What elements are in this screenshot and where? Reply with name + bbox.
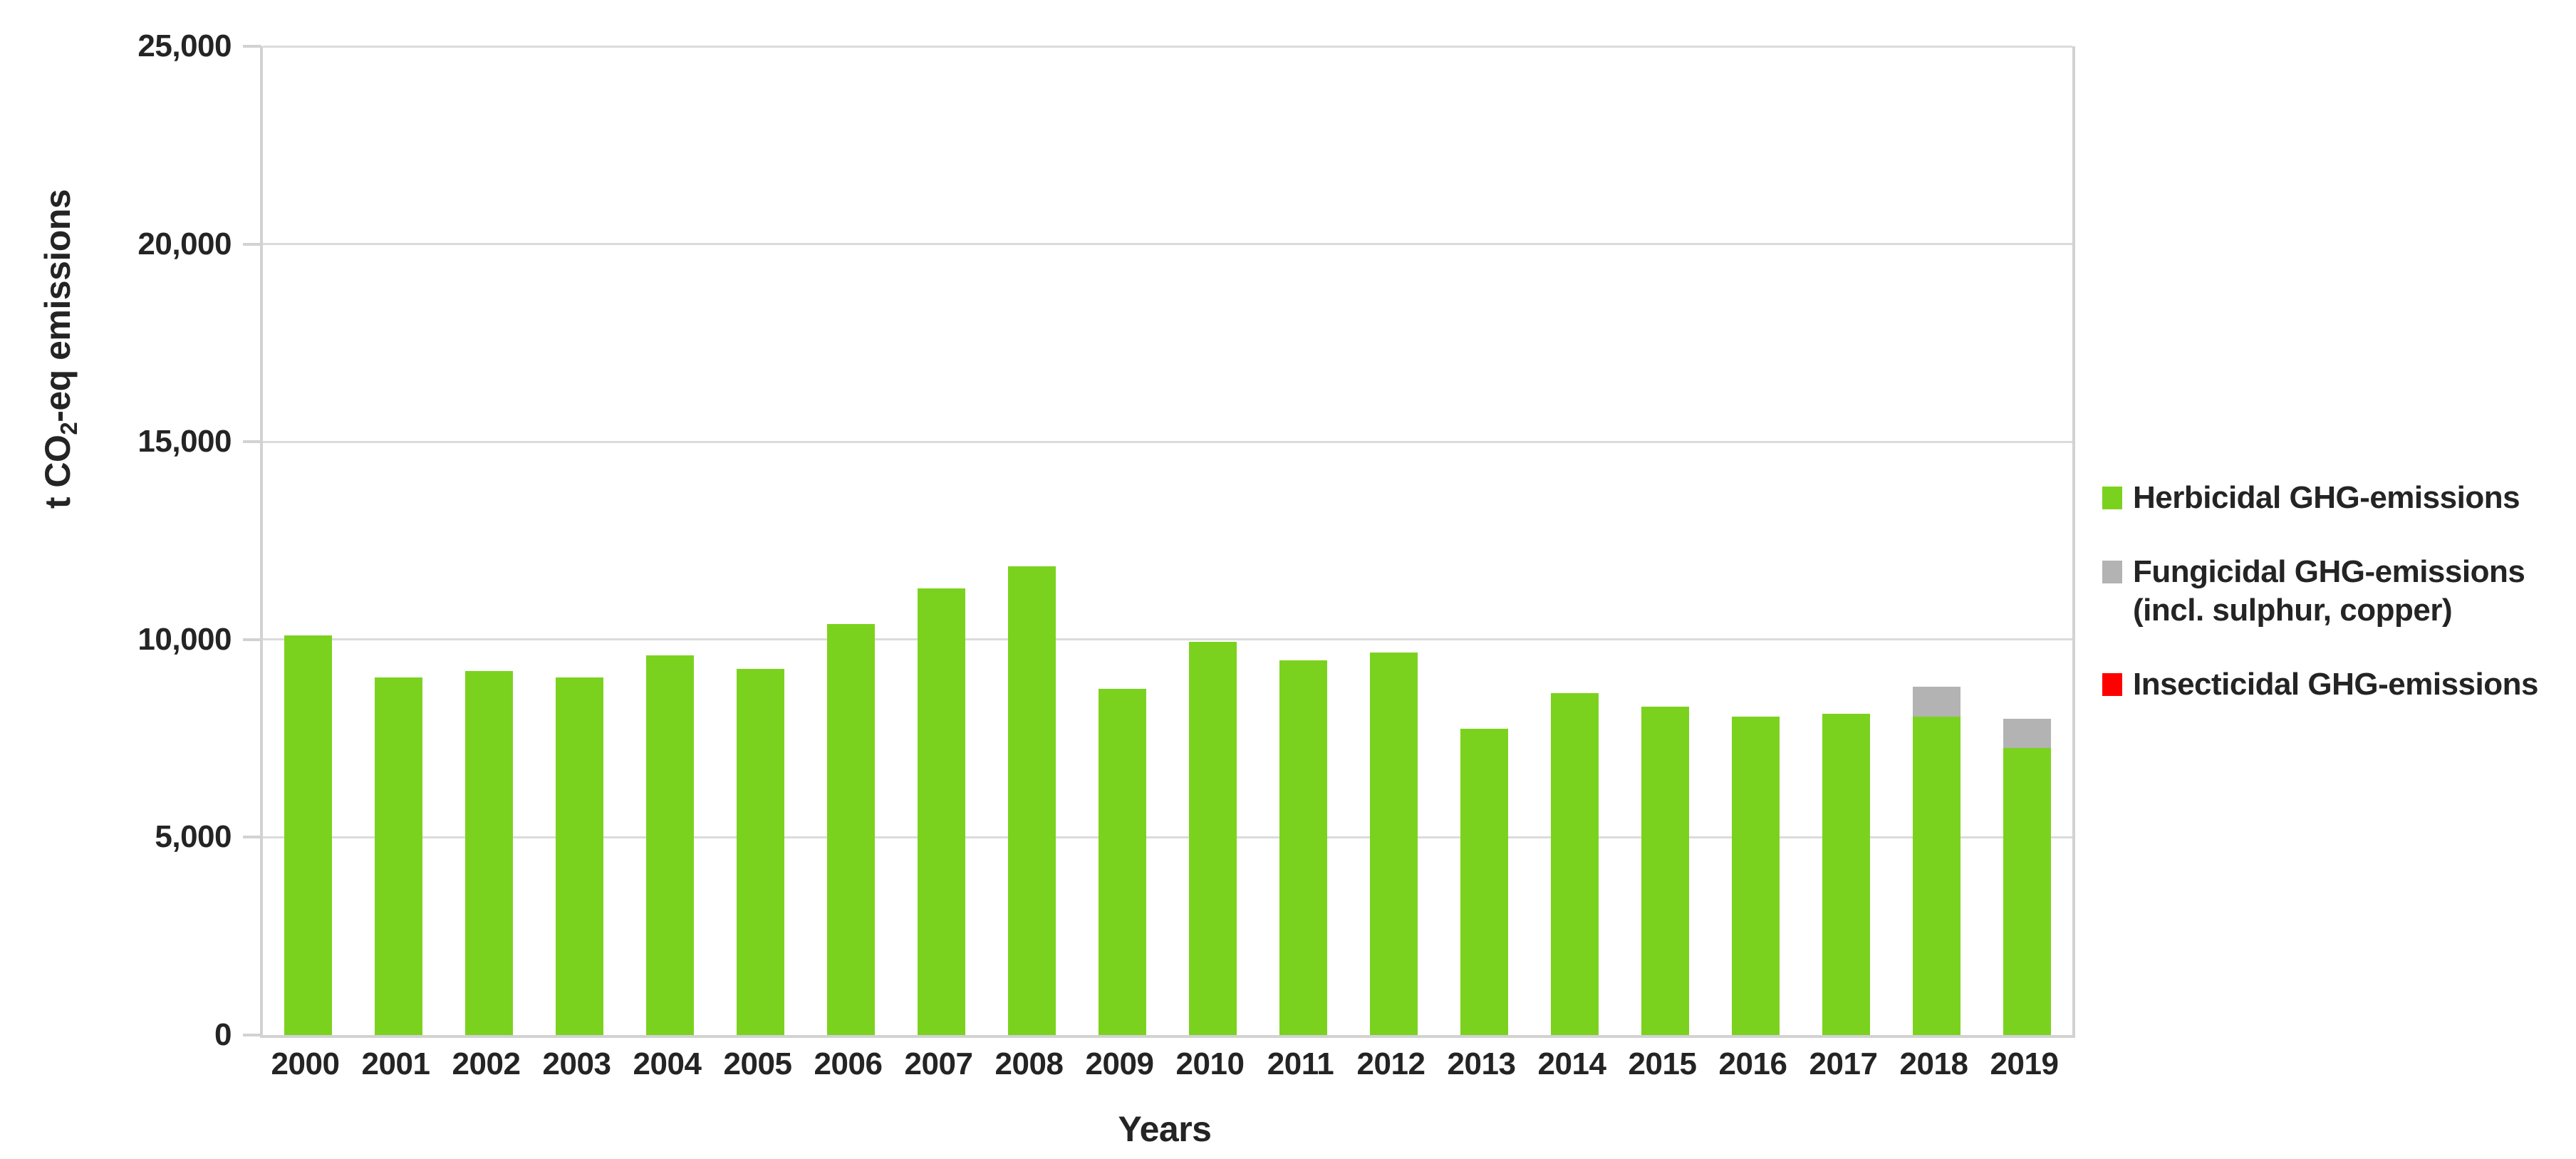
bar-segment-2008-herbicidal [1008, 566, 1056, 1035]
x-tick-label-2010: 2010 [1175, 1046, 1245, 1081]
bar-segment-2009-herbicidal [1099, 689, 1146, 1035]
x-tick-label-2019: 2019 [1990, 1046, 2059, 1081]
legend-item-fungicidal: Fungicidal GHG-emissions (incl. sulphur,… [2102, 553, 2525, 630]
plot-area [260, 45, 2075, 1038]
y-axis-title-suffix: -eq emissions [38, 189, 78, 422]
y-tick-mark-0 [243, 1034, 261, 1036]
legend-label-fungicidal: Fungicidal GHG-emissions (incl. sulphur,… [2133, 553, 2525, 630]
bar-segment-2011-herbicidal [1279, 660, 1327, 1035]
bar-segment-2019-herbicidal [2003, 748, 2051, 1035]
gridline-5000 [263, 836, 2072, 838]
bar-segment-2013-herbicidal [1460, 728, 1508, 1035]
x-tick-label-2014: 2014 [1537, 1046, 1606, 1081]
gridline-15000 [263, 440, 2072, 443]
legend: Herbicidal GHG-emissions Fungicidal GHG-… [2102, 0, 2558, 1159]
bar-segment-2007-herbicidal [918, 588, 965, 1035]
legend-item-insecticidal: Insecticidal GHG-emissions [2102, 665, 2538, 704]
x-tick-label-2001: 2001 [361, 1046, 430, 1081]
bar-segment-2018-herbicidal [1913, 717, 1960, 1035]
y-tick-label-25000: 25,000 [137, 28, 232, 63]
x-tick-label-2018: 2018 [1899, 1046, 1968, 1081]
x-tick-label-2006: 2006 [814, 1046, 883, 1081]
bar-segment-2000-herbicidal [284, 635, 332, 1035]
bar-segment-2014-herbicidal [1551, 692, 1599, 1035]
y-tick-mark-15000 [243, 440, 261, 444]
x-tick-label-2007: 2007 [904, 1046, 973, 1081]
x-tick-label-2002: 2002 [452, 1046, 521, 1081]
y-tick-mark-20000 [243, 242, 261, 246]
x-tick-label-2005: 2005 [723, 1046, 792, 1081]
x-tick-label-2015: 2015 [1628, 1046, 1697, 1081]
bar-segment-2006-herbicidal [827, 623, 875, 1035]
x-axis-title: Years [1118, 1109, 1212, 1149]
legend-label-insecticidal: Insecticidal GHG-emissions [2133, 667, 2538, 702]
gridline-10000 [263, 638, 2072, 641]
x-tick-label-2000: 2000 [271, 1046, 340, 1081]
x-tick-label-2012: 2012 [1356, 1046, 1425, 1081]
gridline-20000 [263, 243, 2072, 246]
legend-label-fungicidal-line2: (incl. sulphur, copper) [2133, 593, 2453, 628]
x-tick-label-2016: 2016 [1718, 1046, 1787, 1081]
y-tick-mark-5000 [243, 836, 261, 839]
y-tick-label-15000: 15,000 [137, 424, 232, 459]
y-tick-label-20000: 20,000 [137, 226, 232, 261]
herbicidal-swatch-icon [2102, 487, 2122, 509]
x-tick-label-2003: 2003 [542, 1046, 611, 1081]
x-tick-label-2013: 2013 [1447, 1046, 1516, 1081]
bar-segment-2001-herbicidal [375, 677, 422, 1035]
bar-segment-2012-herbicidal [1370, 652, 1418, 1035]
gridline-25000 [263, 45, 2072, 48]
insecticidal-swatch-icon [2102, 673, 2122, 696]
bar-segment-2016-herbicidal [1732, 717, 1780, 1035]
y-tick-mark-25000 [243, 45, 261, 48]
legend-label-herbicidal: Herbicidal GHG-emissions [2133, 480, 2520, 515]
x-tick-label-2011: 2011 [1267, 1046, 1334, 1081]
y-tick-label-0: 0 [214, 1017, 232, 1052]
legend-item-herbicidal: Herbicidal GHG-emissions [2102, 479, 2520, 517]
y-tick-label-10000: 10,000 [137, 621, 232, 657]
x-tick-label-2009: 2009 [1085, 1046, 1154, 1081]
bar-segment-2005-herbicidal [737, 669, 784, 1035]
bar-segment-2017-herbicidal [1822, 713, 1870, 1035]
x-tick-label-2004: 2004 [633, 1046, 702, 1081]
x-tick-label-2008: 2008 [994, 1046, 1064, 1081]
bar-segment-2015-herbicidal [1641, 707, 1689, 1035]
x-tick-label-2017: 2017 [1809, 1046, 1878, 1081]
fungicidal-swatch-icon [2102, 561, 2122, 583]
bar-segment-2002-herbicidal [465, 671, 513, 1035]
bar-segment-2004-herbicidal [646, 655, 694, 1035]
bar-segment-2003-herbicidal [556, 677, 603, 1035]
legend-label-fungicidal-line1: Fungicidal GHG-emissions [2133, 554, 2525, 589]
y-tick-mark-10000 [243, 638, 261, 641]
y-tick-label-5000: 5,000 [155, 819, 232, 855]
bar-segment-2010-herbicidal [1189, 641, 1237, 1035]
